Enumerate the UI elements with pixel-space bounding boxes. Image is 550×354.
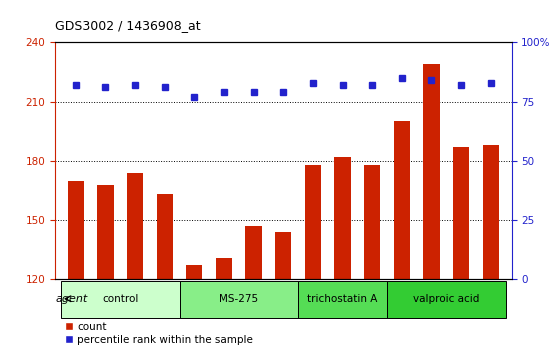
Text: control: control (102, 294, 139, 304)
Text: valproic acid: valproic acid (413, 294, 480, 304)
Bar (61, 281, 179, 318)
Text: agent: agent (56, 294, 87, 304)
Bar (216, 258, 232, 279)
Bar (245, 226, 262, 279)
Bar (298, 281, 387, 318)
Bar (179, 281, 298, 318)
Bar (275, 232, 292, 279)
Bar (305, 165, 321, 279)
Bar (482, 145, 499, 279)
Legend: count, percentile rank within the sample: count, percentile rank within the sample (60, 318, 257, 349)
Text: trichostatin A: trichostatin A (307, 294, 378, 304)
Text: MS-275: MS-275 (219, 294, 258, 304)
Bar (364, 165, 381, 279)
Text: GDS3002 / 1436908_at: GDS3002 / 1436908_at (55, 19, 201, 32)
Bar (97, 184, 113, 279)
Bar (424, 64, 439, 279)
Bar (394, 121, 410, 279)
Bar (453, 147, 469, 279)
Bar (387, 281, 505, 318)
Bar (68, 181, 84, 279)
Bar (127, 173, 143, 279)
Bar (186, 266, 202, 279)
Bar (334, 157, 351, 279)
Bar (157, 194, 173, 279)
